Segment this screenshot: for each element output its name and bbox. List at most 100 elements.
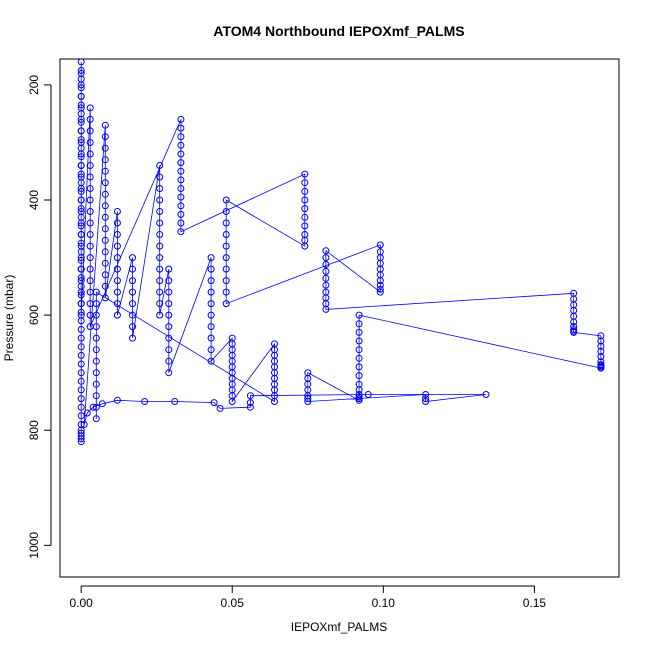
data-point [129,300,136,308]
data-point [77,334,85,342]
data-point [597,364,605,372]
data-point [86,231,94,238]
data-point [77,300,85,308]
data-point [113,254,121,262]
data-point [570,318,578,326]
x-tick-label: 0.00 [69,596,93,610]
data-point [301,179,309,187]
data-point [77,274,85,282]
data-point [222,277,230,285]
data-point [271,398,278,405]
data-point [156,311,164,319]
data-point [165,300,173,308]
data-point [165,369,173,377]
data-point [376,285,384,293]
data-point [92,300,100,308]
data-point [101,202,109,210]
data-point [113,242,121,250]
data-point [177,193,185,201]
data-point [101,259,109,267]
data-point [101,282,109,290]
data-point [207,265,215,273]
data-point [376,288,384,296]
data-point [422,395,430,403]
data-point [77,185,85,192]
data-point [101,213,109,221]
data-point [77,254,85,262]
data-point [77,101,85,109]
data-point [77,170,85,178]
y-axis: 200 400 600 800 1000 [27,75,52,559]
data-point [77,386,85,394]
x-tick-label: 0.05 [221,596,245,610]
y-tick-label: 400 [27,190,41,210]
data-point [156,196,164,204]
data-point [101,236,109,244]
data-point [597,353,605,361]
data-point [364,391,372,398]
data-point [165,357,173,365]
data-point [113,219,121,227]
data-point [77,104,85,112]
data-point [322,261,330,268]
data-point [77,115,85,123]
data-point [80,421,88,428]
data-point [355,372,363,380]
data-point [101,156,109,164]
data-point [322,267,330,275]
data-point [207,311,215,319]
data-point [101,121,109,129]
data-point [207,334,215,342]
data-point [86,173,94,181]
data-point [156,288,164,296]
data-point [177,124,185,132]
data-point [222,288,230,296]
data-point [77,127,85,135]
data-point [101,133,109,141]
data-point [156,300,164,308]
data-point [113,208,121,215]
data-point [165,311,173,319]
data-point [77,173,85,181]
data-point [156,277,164,285]
data-point [77,69,85,77]
data-point [77,308,85,316]
series-line [80,61,602,442]
data-point [92,334,100,342]
data-point [77,265,85,273]
data-point [304,395,312,403]
data-point [98,400,106,408]
data-point [156,242,164,250]
data-point [165,288,173,296]
data-point [113,231,121,238]
data-point [141,398,149,405]
data-point [86,115,94,123]
data-point [207,277,215,285]
data-point [92,311,100,319]
data-point [101,248,109,256]
data-point [207,288,215,296]
data-point [101,271,109,279]
y-tick-label: 200 [27,75,41,95]
data-point [77,222,85,230]
data-point [77,377,85,385]
chart-title: ATOM4 Northbound IEPOXmf_PALMS [213,23,464,39]
data-point [77,162,85,169]
data-point [301,170,309,178]
data-point [422,398,430,405]
data-point [177,167,185,175]
data-point [77,288,85,296]
data-point [77,277,85,285]
data-point [246,399,254,407]
data-point [86,219,94,227]
data-point [77,196,85,204]
x-tick-label: 0.15 [523,596,547,610]
data-point [86,196,94,204]
plot-marks [77,58,605,446]
data-point [482,391,490,398]
data-point [77,256,85,264]
data-point [597,347,605,355]
data-point [355,396,363,404]
data-point [156,254,164,262]
data-point [222,196,230,204]
